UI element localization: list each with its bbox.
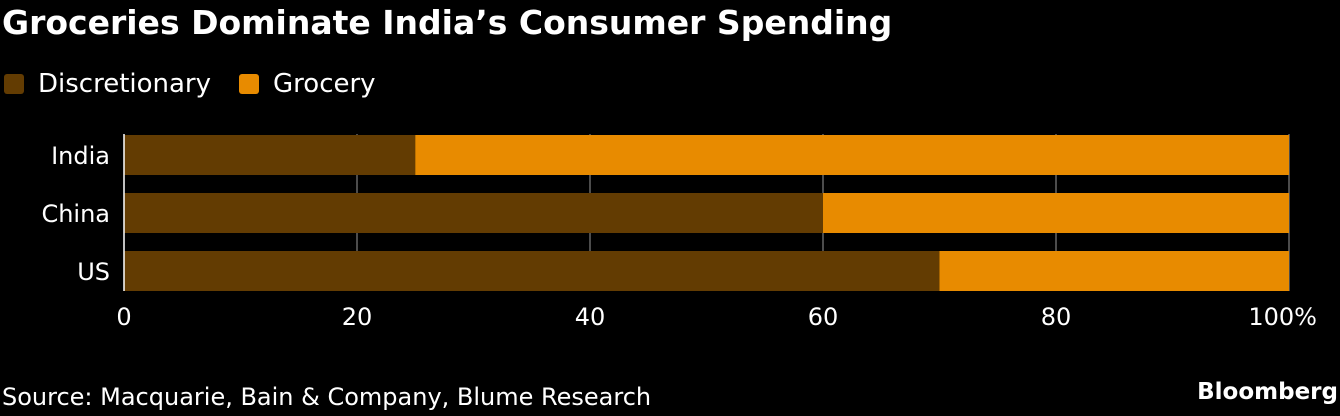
x-tick-label-80: 80 bbox=[1041, 303, 1072, 330]
legend-label-discretionary: Discretionary bbox=[38, 69, 212, 99]
legend-item-grocery: Grocery bbox=[239, 69, 376, 99]
x-tick-label-0: 0 bbox=[116, 303, 131, 330]
legend-item-discretionary: Discretionary bbox=[4, 69, 211, 99]
bar-us-grocery bbox=[939, 251, 1289, 291]
x-tick-label-20: 20 bbox=[342, 303, 373, 330]
source-note: Source: Macquarie, Bain & Company, Blume… bbox=[2, 383, 652, 411]
legend-swatch-grocery bbox=[239, 74, 260, 94]
x-tick-label-100: 100% bbox=[1248, 303, 1317, 330]
bar-us-discretionary bbox=[124, 251, 940, 291]
category-label-us: US bbox=[77, 258, 110, 286]
legend: Discretionary Grocery bbox=[4, 66, 404, 102]
bloomberg-logo: Bloomberg bbox=[1197, 379, 1338, 405]
category-label-india: India bbox=[51, 142, 110, 170]
stacked-bar-chart: India China US0 20 40 60 80 100% bbox=[41, 134, 1317, 330]
legend-swatch-discretionary bbox=[4, 74, 24, 94]
category-label-china: China bbox=[41, 200, 110, 228]
bar-china-discretionary bbox=[124, 193, 823, 233]
bar-india-grocery bbox=[415, 135, 1289, 175]
x-tick-label-60: 60 bbox=[808, 303, 839, 330]
x-tick-label-40: 40 bbox=[575, 303, 606, 330]
legend-label-grocery: Grocery bbox=[273, 69, 376, 99]
bar-china-grocery bbox=[823, 193, 1289, 233]
bar-india-discretionary bbox=[124, 135, 416, 175]
chart-title: Groceries Dominate India’s Consumer Spen… bbox=[2, 3, 893, 42]
